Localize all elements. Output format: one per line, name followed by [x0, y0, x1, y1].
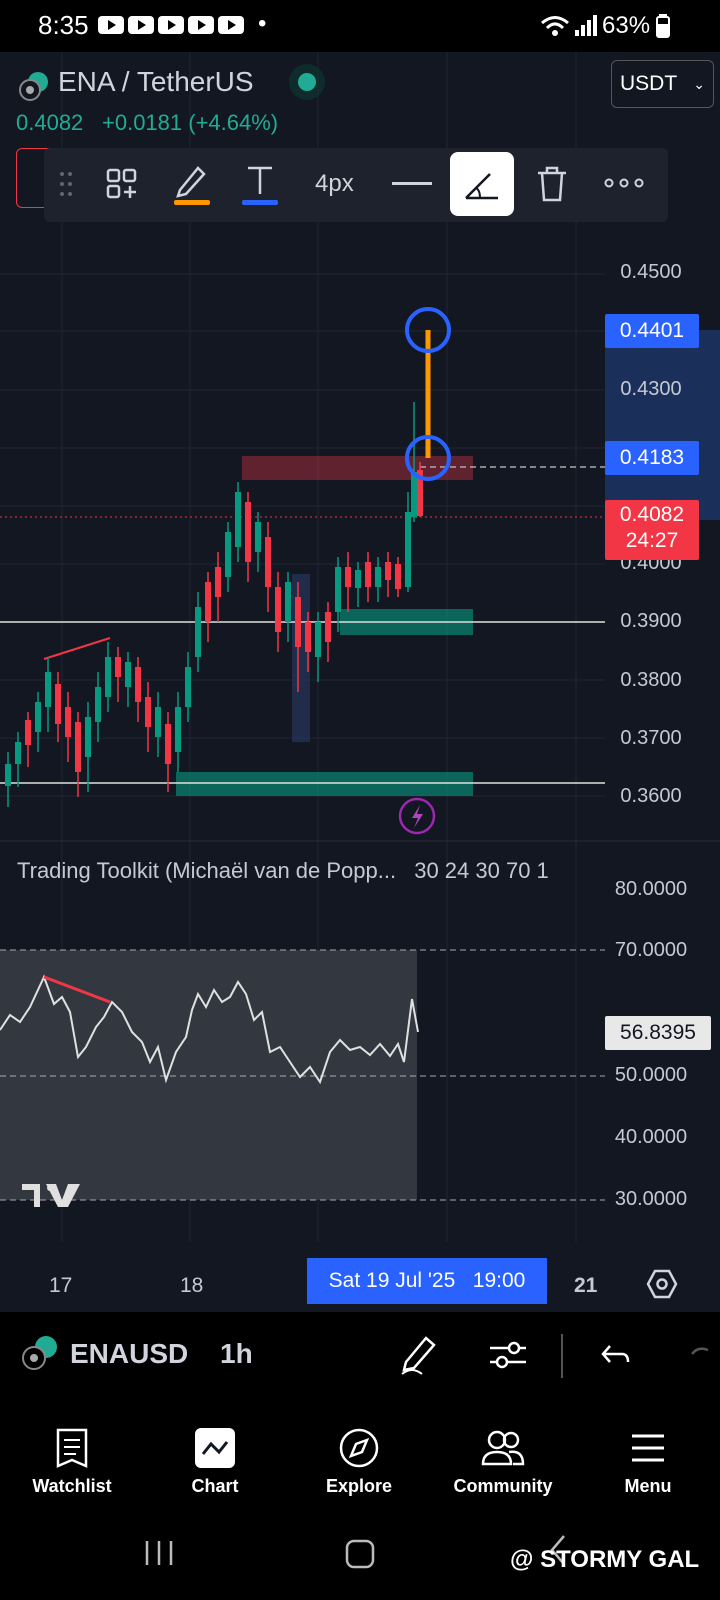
crosshair-date-label: Sat 19 Jul '25 19:00 — [307, 1258, 547, 1304]
target-price-tag: 0.4401 — [605, 314, 699, 348]
osc-current-tag: 56.8395 — [605, 1016, 711, 1050]
drawing-toolbar: 4px — [44, 148, 668, 222]
current-price-value: 0.4082 — [619, 503, 685, 526]
osc-axis-label: 40.0000 — [614, 1126, 688, 1148]
currency-select[interactable]: USDT ⌄ — [611, 60, 714, 108]
battery-percent: 63% — [602, 12, 651, 39]
price-axis-label: 0.3900 — [620, 610, 682, 632]
interval-button[interactable]: 1h — [220, 1338, 253, 1369]
line-width-button[interactable]: 4px — [315, 170, 354, 197]
line-color-icon[interactable] — [174, 162, 210, 206]
templates-icon[interactable] — [106, 168, 138, 200]
angle-icon — [465, 173, 498, 200]
drag-handle-bottom[interactable] — [405, 435, 451, 481]
symbol-logo-icon — [19, 72, 48, 101]
status-bar: 8:35 • 63% — [0, 0, 720, 52]
watermark-text: @ STORMY GAL — [510, 1546, 700, 1573]
osc-axis-label: 50.0000 — [614, 1064, 688, 1086]
drag-handle-top[interactable] — [405, 307, 451, 353]
system-nav: @ STORMY GAL — [0, 1520, 720, 1600]
price-axis-label: 0.3700 — [620, 727, 682, 749]
bottom-toolbar: ENAUSD 1h — [0, 1312, 720, 1412]
date-label: 17 — [49, 1274, 73, 1297]
youtube-notification-icon — [218, 16, 244, 34]
demand-zone-lower[interactable] — [176, 772, 473, 796]
chevron-down-icon: ⌄ — [693, 76, 705, 92]
more-notifications-dot: • — [258, 10, 267, 37]
nav-chart[interactable]: Chart — [155, 1428, 275, 1497]
redo-icon[interactable] — [690, 1342, 710, 1368]
candlesticks — [5, 402, 423, 807]
undo-icon[interactable] — [600, 1342, 630, 1368]
oscillator-line — [0, 974, 419, 1085]
indicator-title: Trading Toolkit (Michaël van de Popp... — [17, 858, 397, 883]
trash-icon[interactable] — [536, 166, 568, 202]
bottom-nav: Watchlist Chart Explore Community Menu — [0, 1412, 720, 1520]
price-change: +0.0181 (+4.64%) — [102, 110, 279, 135]
indicator-params: 30 24 30 70 1 — [414, 858, 549, 883]
signal-icon — [575, 15, 597, 36]
angle-button[interactable] — [450, 152, 514, 216]
price-axis-label: 0.3800 — [620, 669, 682, 691]
menu-icon — [632, 1434, 664, 1462]
community-icon — [481, 1430, 525, 1466]
nav-watchlist[interactable]: Watchlist — [12, 1428, 132, 1497]
text-color-icon[interactable] — [242, 162, 278, 206]
osc-axis-label: 80.0000 — [614, 878, 688, 900]
youtube-notification-icon — [128, 16, 154, 34]
price-axis-label: 0.3600 — [620, 785, 682, 807]
candle-countdown: 24:27 — [625, 529, 679, 552]
entry-price-tag: 0.4183 — [605, 441, 699, 475]
current-price-tag: 0.4082 24:27 — [605, 500, 699, 560]
oscillator-band — [0, 950, 417, 1200]
battery-icon — [656, 14, 670, 38]
draw-pencil-icon[interactable] — [400, 1332, 440, 1376]
nav-label: Menu — [624, 1476, 672, 1496]
nav-label: Explore — [325, 1476, 393, 1496]
indicators-icon[interactable] — [488, 1338, 528, 1372]
osc-axis-label: 70.0000 — [614, 939, 688, 961]
youtube-notification-icon — [158, 16, 184, 34]
nav-community[interactable]: Community — [443, 1428, 563, 1497]
nav-label: Watchlist — [32, 1476, 112, 1496]
price-axis-label: 0.4300 — [620, 378, 682, 400]
tradingview-logo-icon — [22, 1184, 80, 1207]
nav-label: Chart — [191, 1476, 239, 1496]
price-axis-label: 0.4500 — [620, 261, 682, 283]
settings-hex-icon[interactable] — [646, 1268, 678, 1300]
osc-axis-label: 30.0000 — [614, 1188, 688, 1210]
event-flash-icon[interactable] — [398, 797, 436, 835]
home-icon[interactable] — [344, 1538, 376, 1570]
symbol-title[interactable]: ENA / TetherUS — [58, 66, 254, 97]
symbol-logo-icon — [22, 1336, 57, 1370]
wifi-icon — [541, 16, 569, 36]
compass-icon — [339, 1428, 379, 1468]
date-axis[interactable]: 17 18 Sat 19 Jul '25 19:00 21 — [0, 1252, 720, 1312]
youtube-notification-icon — [98, 16, 124, 34]
nav-menu[interactable]: Menu — [588, 1428, 708, 1497]
more-options-icon[interactable] — [604, 178, 644, 188]
indicator-legend[interactable]: Trading Toolkit (Michaël van de Popp... … — [17, 858, 549, 884]
back-icon[interactable] — [548, 1534, 568, 1566]
nav-explore[interactable]: Explore — [299, 1428, 419, 1497]
chart-canvas[interactable] — [0, 52, 720, 1312]
drag-handle-icon[interactable] — [58, 170, 74, 198]
last-price: 0.4082 — [16, 110, 84, 135]
recent-apps-icon[interactable] — [144, 1538, 174, 1568]
chart-icon — [195, 1428, 235, 1468]
market-status-icon — [298, 73, 316, 91]
status-time: 8:35 — [38, 10, 89, 40]
toolbar-divider — [561, 1334, 563, 1378]
chart-area[interactable]: ENA / TetherUS 0.4082 +0.0181 (+4.64%) U… — [0, 52, 720, 1312]
nav-label: Community — [453, 1476, 553, 1496]
date-label: 21 — [574, 1274, 598, 1297]
watchlist-icon — [56, 1428, 88, 1468]
symbol-button[interactable]: ENAUSD — [70, 1338, 189, 1369]
currency-label: USDT — [620, 72, 678, 95]
line-style-icon[interactable] — [392, 182, 432, 188]
date-label: 18 — [180, 1274, 204, 1297]
youtube-notification-icon — [188, 16, 214, 34]
